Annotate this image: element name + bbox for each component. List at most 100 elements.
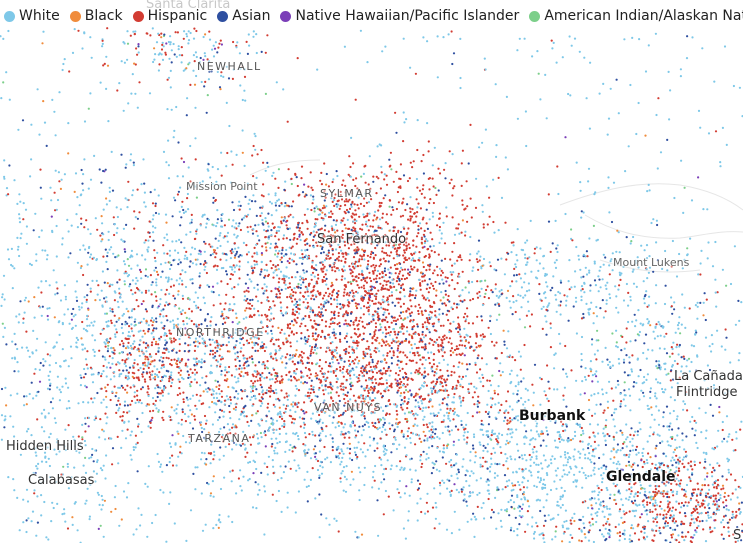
population-dot [289, 354, 292, 357]
population-dot [41, 305, 44, 308]
population-dot [397, 389, 400, 392]
population-dot [342, 365, 345, 368]
population-dot [441, 302, 444, 305]
population-dot [223, 224, 226, 227]
population-dot [261, 363, 264, 366]
population-dot [402, 332, 405, 335]
population-dot [394, 378, 397, 381]
population-dot [115, 231, 118, 234]
population-dot [231, 225, 234, 228]
population-dot [276, 296, 279, 299]
population-dot [238, 268, 241, 271]
population-dot [403, 339, 406, 343]
population-dot [324, 361, 327, 364]
population-dot [240, 347, 243, 350]
population-dot [349, 272, 352, 275]
population-dot [436, 274, 439, 277]
population-dot [510, 241, 513, 244]
population-dot [252, 228, 255, 231]
population-dot [272, 271, 275, 274]
population-dot [451, 216, 454, 219]
population-dot [232, 296, 235, 299]
population-dot [735, 437, 738, 440]
population-dot [121, 323, 124, 326]
population-dot [373, 233, 376, 236]
population-dot [383, 173, 386, 176]
population-dot [311, 294, 314, 297]
population-dot [83, 158, 86, 161]
population-dot [410, 215, 414, 218]
population-dot [101, 428, 104, 431]
population-dot [27, 427, 30, 431]
population-dot [379, 392, 382, 395]
population-dot [438, 522, 441, 525]
population-dot [74, 172, 78, 175]
population-dot [476, 252, 479, 255]
population-dot [473, 385, 476, 388]
population-dot [263, 349, 266, 353]
population-dot [309, 194, 312, 197]
population-dot [252, 175, 255, 178]
population-dot [446, 298, 449, 301]
population-dot [374, 426, 377, 429]
population-dot [412, 325, 416, 328]
population-dot [469, 253, 472, 256]
population-dot [235, 316, 238, 319]
population-dot [136, 363, 139, 366]
population-dot [409, 320, 412, 323]
population-dot [154, 343, 158, 346]
population-dot [360, 367, 363, 370]
population-dot [343, 337, 346, 340]
population-dot [407, 218, 410, 221]
population-dot [23, 404, 26, 407]
population-dot [140, 277, 143, 280]
population-dot [376, 244, 379, 247]
population-dot [403, 251, 406, 254]
population-dot [171, 215, 174, 218]
population-dot [185, 250, 188, 253]
population-dot [233, 226, 236, 229]
population-dot [278, 296, 281, 299]
population-dot [400, 380, 403, 384]
population-dot [152, 327, 156, 330]
population-dot [330, 351, 333, 354]
population-dot [677, 462, 680, 465]
population-dot [131, 279, 134, 282]
population-dot [450, 374, 453, 377]
population-dot [144, 358, 147, 361]
population-dot [384, 308, 387, 311]
population-dot [152, 377, 155, 380]
population-dot [169, 35, 172, 38]
population-dot [351, 289, 354, 292]
population-dot [368, 304, 371, 307]
population-dot [289, 213, 292, 216]
population-dot [237, 477, 240, 480]
population-dot [585, 302, 588, 305]
population-dot [249, 299, 252, 302]
population-dot [463, 299, 466, 302]
population-dot [422, 297, 425, 300]
population-dot [81, 320, 84, 324]
population-dot [194, 358, 197, 361]
population-dot [292, 324, 295, 327]
population-dot [374, 364, 377, 367]
population-dot [164, 332, 167, 335]
population-dot [609, 87, 612, 90]
population-dot [62, 62, 65, 66]
population-dot [211, 165, 214, 169]
population-dot [237, 225, 240, 228]
population-dot [281, 417, 284, 420]
population-dot [335, 248, 338, 251]
population-dot [126, 58, 129, 61]
population-dot [191, 427, 195, 430]
population-dot [618, 251, 621, 254]
population-dot [459, 256, 462, 259]
population-dot [206, 313, 209, 316]
population-dot [318, 365, 321, 368]
population-dot [290, 320, 294, 323]
population-dot [312, 198, 315, 201]
population-dot [345, 198, 348, 201]
population-dot [638, 38, 641, 41]
